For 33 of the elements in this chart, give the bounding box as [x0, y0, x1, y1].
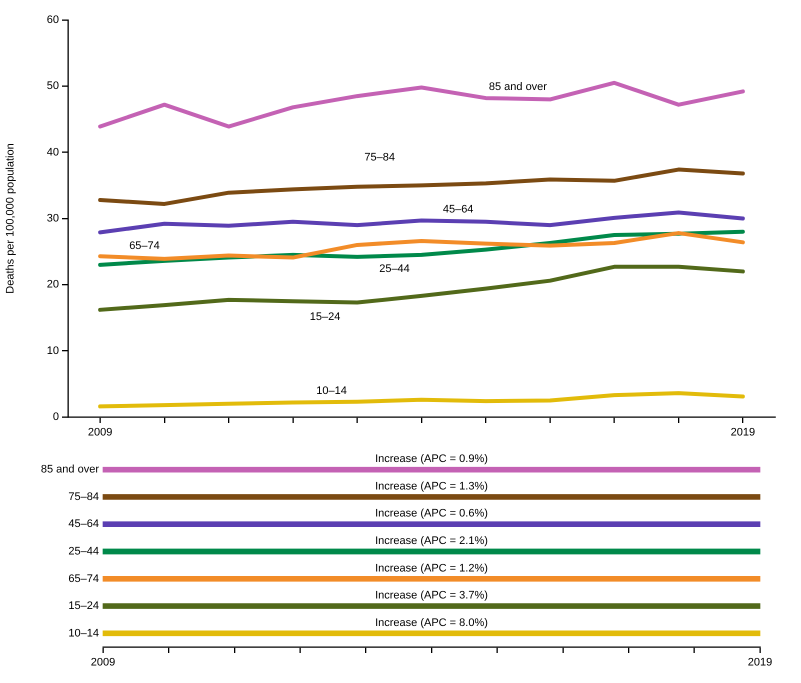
y-tick-label: 30: [46, 212, 59, 225]
y-tick-label: 0: [52, 411, 59, 424]
y-tick-label: 65–74: [68, 572, 99, 585]
annotation: Increase (APC = 0.6%): [375, 508, 488, 520]
x-tick-label: 2019: [748, 656, 772, 669]
series-label: 45–64: [442, 203, 474, 216]
text: 75–84: [364, 151, 396, 164]
annotation: Increase (APC = 1.3%): [375, 480, 488, 492]
annotation: Increase (APC = 8.0%): [375, 616, 488, 629]
x-tick-label: 2009: [88, 426, 112, 439]
y-tick-label: 10: [46, 344, 59, 357]
y-tick-label: 40: [46, 146, 59, 158]
y-tick-label: 15–24: [68, 600, 99, 612]
x-tick-label: 2019: [730, 426, 756, 439]
y-tick-label: 85 and over: [40, 464, 100, 476]
series-label: 10–14: [316, 385, 347, 398]
annotation: Increase (APC = 3.7%): [375, 590, 488, 602]
series-label: 65–74: [129, 240, 160, 252]
y-tick-label: 50: [46, 80, 59, 92]
series-label: 25–44: [379, 262, 410, 275]
y-tick-label: 75–84: [68, 490, 99, 503]
series-label: 15–24: [310, 310, 340, 323]
annotation: Increase (APC = 1.2%): [375, 562, 488, 574]
y-axis-title: Deaths per 100,000 population: [4, 143, 17, 294]
y-tick-label: 60: [46, 14, 59, 26]
annotation: Increase (APC = 0.9%): [375, 453, 488, 466]
series-label: 85 and over: [488, 80, 548, 93]
x-tick-label: 2009: [90, 656, 116, 669]
y-tick-label: 25–44: [68, 546, 99, 558]
y-tick-label: 10–14: [68, 627, 99, 640]
y-tick-label: 45–64: [68, 518, 99, 530]
y-tick-label: 20: [46, 278, 59, 291]
annotation: Increase (APC = 2.1%): [375, 535, 488, 548]
